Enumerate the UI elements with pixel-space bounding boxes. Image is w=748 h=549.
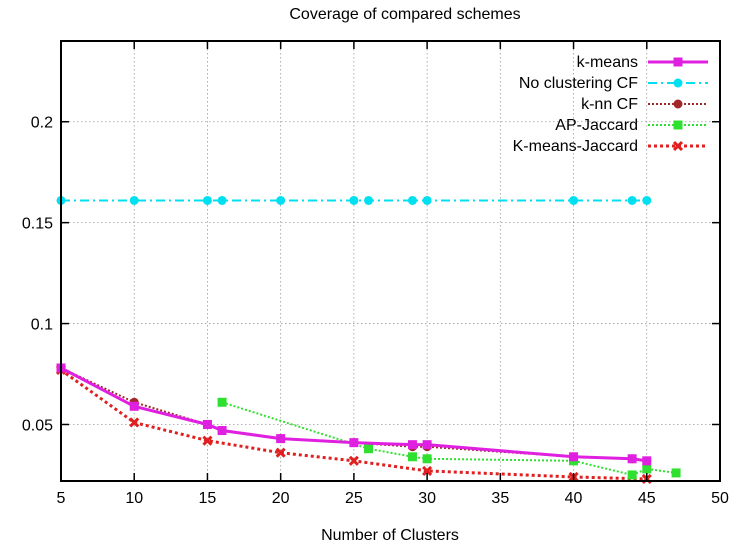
x-tick-label: 20 (272, 490, 290, 507)
legend-swatch-marker (673, 99, 683, 109)
data-point (422, 195, 432, 205)
x-tick-label: 50 (711, 490, 729, 507)
legend-label: K-means-Jaccard (513, 138, 638, 155)
x-tick-label: 40 (565, 490, 583, 507)
data-point (422, 454, 432, 464)
x-axis-label: Number of Clusters (321, 527, 459, 544)
data-point (422, 440, 432, 450)
plot-frame (60, 40, 721, 482)
legend-swatch-marker (672, 140, 684, 152)
data-point (348, 455, 359, 466)
y-tick-label: 0.05 (22, 417, 53, 434)
legend-entry: K-means-Jaccard (513, 138, 708, 155)
data-point (217, 195, 227, 205)
legend-swatch-marker (673, 120, 683, 130)
data-point (569, 195, 579, 205)
data-point (407, 452, 417, 462)
legend-entry: k-means (577, 54, 708, 71)
x-tick-label: 5 (57, 490, 66, 507)
legend-entry: AP-Jaccard (555, 117, 708, 134)
chart-title: Coverage of compared schemes (289, 6, 520, 23)
data-point (349, 195, 359, 205)
data-point (407, 195, 417, 205)
data-point (364, 195, 374, 205)
data-point (627, 454, 637, 464)
data-point (642, 464, 652, 474)
data-point (129, 417, 140, 428)
x-tick-label: 10 (125, 490, 143, 507)
data-point (129, 195, 139, 205)
x-tick-label: 35 (491, 490, 509, 507)
legend-label: k-means (577, 54, 638, 71)
x-tick-label: 15 (199, 490, 217, 507)
y-tick-label: 0.2 (31, 115, 53, 132)
data-point (129, 401, 139, 411)
data-point (642, 456, 652, 466)
x-tick-label: 45 (638, 490, 656, 507)
legend-label: k-nn CF (581, 96, 638, 113)
data-point (275, 447, 286, 458)
data-point (202, 419, 212, 429)
data-point (276, 434, 286, 444)
series-line (60, 368, 647, 481)
series-4 (55, 364, 652, 485)
x-tick-label: 25 (345, 490, 363, 507)
legend-entry: k-nn CF (581, 96, 708, 113)
legend-swatch-marker (673, 57, 683, 67)
data-point (202, 435, 213, 446)
y-tick-label: 0.1 (31, 317, 53, 334)
y-tick-label: 0.15 (22, 216, 53, 233)
grid (61, 41, 720, 481)
data-point (569, 452, 579, 462)
data-point (422, 465, 433, 476)
data-point (627, 195, 637, 205)
axis-ticks: 5 10 15 20 25 30 35 40 45 50 0.05 0.1 0.15 0.2 (22, 41, 729, 507)
legend-swatch-marker (673, 78, 683, 88)
series-layer (55, 195, 681, 485)
series-1 (56, 195, 652, 205)
data-point (349, 438, 359, 448)
data-point (642, 195, 652, 205)
data-point (276, 195, 286, 205)
data-point (202, 195, 212, 205)
data-point (217, 426, 227, 436)
data-point (217, 397, 227, 407)
data-point (364, 444, 374, 454)
data-point (627, 470, 637, 480)
legend-label: No clustering CF (519, 75, 638, 92)
legend-entry: No clustering CF (519, 75, 708, 92)
legend: k-means No clustering CF k-nn CF AP-Jaccard… (513, 54, 708, 155)
data-point (671, 468, 681, 478)
data-point (407, 440, 417, 450)
legend-label: AP-Jaccard (555, 117, 638, 134)
x-tick-label: 30 (418, 490, 436, 507)
series-0 (56, 363, 652, 466)
